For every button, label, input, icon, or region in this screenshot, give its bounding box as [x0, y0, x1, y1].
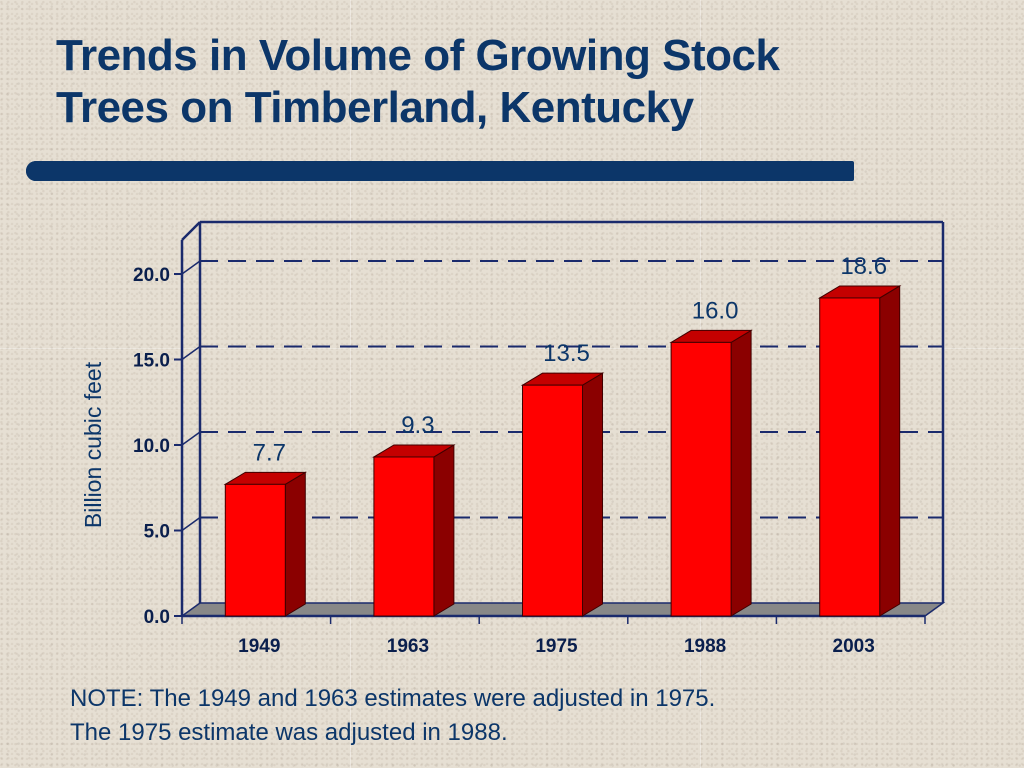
grid-depth-line	[181, 431, 201, 446]
x-tick-label: 1975	[535, 636, 578, 657]
title-line-2: Trees on Timberland, Kentucky	[56, 83, 694, 132]
y-tick-label: 15.0	[133, 351, 170, 372]
data-label: 18.6	[840, 253, 887, 280]
tile-seam	[350, 0, 351, 768]
y-axis-depth-edge	[181, 221, 201, 241]
bar-side	[433, 444, 455, 617]
data-label: 9.3	[401, 412, 434, 439]
bar	[522, 384, 583, 617]
x-tick-label: 1988	[684, 636, 726, 657]
data-label: 7.7	[253, 439, 286, 466]
x-tick-label: 1963	[387, 636, 429, 657]
y-axis-title: Billion cubic feet	[80, 361, 106, 528]
bar-side	[582, 372, 603, 617]
grid-depth-line	[181, 345, 201, 361]
data-label: 13.5	[543, 340, 590, 367]
bar-side	[730, 329, 752, 617]
bar	[224, 483, 286, 617]
data-label: 16.0	[692, 297, 739, 324]
title-line-1: Trends in Volume of Growing Stock	[56, 31, 780, 80]
bar	[819, 297, 881, 617]
note-line-1: NOTE: The 1949 and 1963 estimates were a…	[70, 685, 716, 712]
page-title: Trends in Volume of Growing Stock Trees …	[56, 30, 956, 134]
bar	[670, 341, 732, 617]
x-tick-label: 1949	[238, 636, 280, 657]
y-tick-label: 10.0	[133, 436, 170, 457]
note-line-2: The 1975 estimate was adjusted in 1988.	[70, 719, 508, 746]
x-tick-label: 2003	[833, 636, 875, 657]
bar	[373, 456, 435, 617]
bar-side	[879, 285, 901, 617]
bar-side	[284, 471, 306, 617]
y-tick-label: 0.0	[144, 607, 170, 628]
y-tick-label: 20.0	[133, 265, 170, 286]
tile-seam	[0, 348, 1024, 349]
y-tick-label: 5.0	[144, 522, 170, 543]
footnote: NOTE: The 1949 and 1963 estimates were a…	[70, 682, 970, 750]
title-underline	[26, 161, 854, 181]
grid-depth-line	[181, 516, 201, 532]
bar-chart: 0.0 5.0 10.0 15.0 20.0 7.7 1949 9.3 1963 13.5 1975…	[80, 220, 946, 657]
grid-depth-line	[181, 260, 201, 275]
